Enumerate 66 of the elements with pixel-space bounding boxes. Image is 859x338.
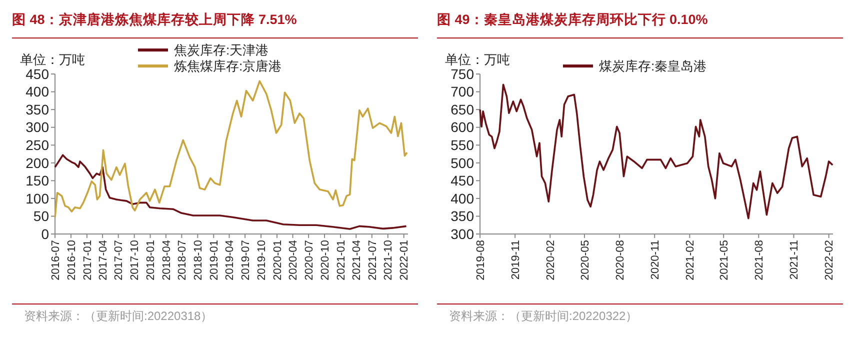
y-tick-label: 300 <box>450 226 474 242</box>
y-tick-label: 350 <box>26 101 50 118</box>
chart-title: 图 49：秦皇岛港煤炭库存周环比下行 0.10% <box>437 11 708 27</box>
chart-title: 图 48：京津唐港炼焦煤库存较上周下降 7.51% <box>12 11 297 27</box>
line-series <box>54 154 408 230</box>
y-tick-label: 650 <box>450 101 474 118</box>
x-tick-label: 2021-01 <box>335 240 348 280</box>
x-tick-label: 2020-07 <box>303 240 316 280</box>
line-series <box>479 84 834 220</box>
x-tick-label: 2022-01 <box>398 240 411 280</box>
y-tick-label: 750 <box>450 66 474 82</box>
x-tick-label: 2021-10 <box>382 240 395 280</box>
x-tick-label: 2020-08 <box>614 240 626 280</box>
x-tick-label: 2019-01 <box>208 240 220 280</box>
x-tick-label: 2019-11 <box>510 240 522 280</box>
x-tick-label: 2021-08 <box>754 240 766 280</box>
x-tick-label: 2019-04 <box>224 240 236 280</box>
y-tick-label: 300 <box>26 119 50 136</box>
x-tick-label: 2018-07 <box>176 240 189 280</box>
y-tick-label: 400 <box>26 84 50 100</box>
x-tick-label: 2020-10 <box>319 240 332 280</box>
x-tick-label: 2017-10 <box>129 240 142 280</box>
x-tick-label: 2021-04 <box>350 240 363 280</box>
y-tick-label: 450 <box>26 66 50 82</box>
x-tick-label: 2016-10 <box>66 240 78 280</box>
y-tick-label: 700 <box>450 84 474 100</box>
x-tick-label: 2019-10 <box>256 240 268 280</box>
line-series <box>54 80 408 218</box>
x-tick-label: 2020-11 <box>649 240 662 280</box>
x-tick-label: 2020-02 <box>544 240 557 280</box>
y-tick-label: 250 <box>26 137 50 154</box>
x-tick-label: 2021-07 <box>366 240 379 280</box>
y-tick-label: 50 <box>33 208 50 224</box>
x-tick-label: 2018-01 <box>145 240 158 280</box>
y-tick-label: 0 <box>41 226 50 242</box>
x-tick-label: 2021-11 <box>788 240 801 280</box>
x-tick-label: 2017-01 <box>82 240 94 280</box>
y-tick-label: 500 <box>450 154 474 171</box>
y-tick-label: 550 <box>450 137 474 154</box>
y-tick-label: 200 <box>26 154 50 171</box>
x-tick-label: 2016-07 <box>50 240 62 280</box>
x-tick-label: 2018-04 <box>160 240 173 280</box>
y-axis-title: 单位：万吨 <box>445 52 510 67</box>
y-axis-title: 单位：万吨 <box>20 52 85 67</box>
legend-label: 炼焦煤库存:京唐港 <box>174 58 282 74</box>
y-tick-label: 400 <box>450 190 474 206</box>
x-tick-label: 2022-02 <box>824 240 836 280</box>
text: 资料来源：（更新时间:20220322） <box>449 309 638 323</box>
x-tick-label: 2020-05 <box>579 240 592 280</box>
legend-label: 焦炭库存:天津港 <box>174 42 269 58</box>
y-tick-label: 350 <box>450 208 474 224</box>
y-tick-label: 100 <box>26 190 50 206</box>
x-tick-label: 2021-02 <box>684 240 697 280</box>
x-tick-label: 2020-01 <box>272 240 284 280</box>
x-tick-label: 2017-04 <box>97 240 110 280</box>
y-tick-label: 600 <box>450 119 474 136</box>
x-tick-label: 2019-07 <box>240 240 252 280</box>
x-tick-label: 2019-08 <box>474 240 487 280</box>
y-tick-label: 450 <box>450 172 474 189</box>
text: 资料来源：（更新时间:20220318） <box>24 309 213 323</box>
x-tick-label: 2020-04 <box>288 240 300 280</box>
x-tick-label: 2017-07 <box>113 240 126 280</box>
x-tick-label: 2021-05 <box>718 240 730 280</box>
y-tick-label: 150 <box>26 172 50 189</box>
x-tick-label: 2018-10 <box>192 240 205 280</box>
legend-label: 煤炭库存:秦皇岛港 <box>599 58 707 74</box>
